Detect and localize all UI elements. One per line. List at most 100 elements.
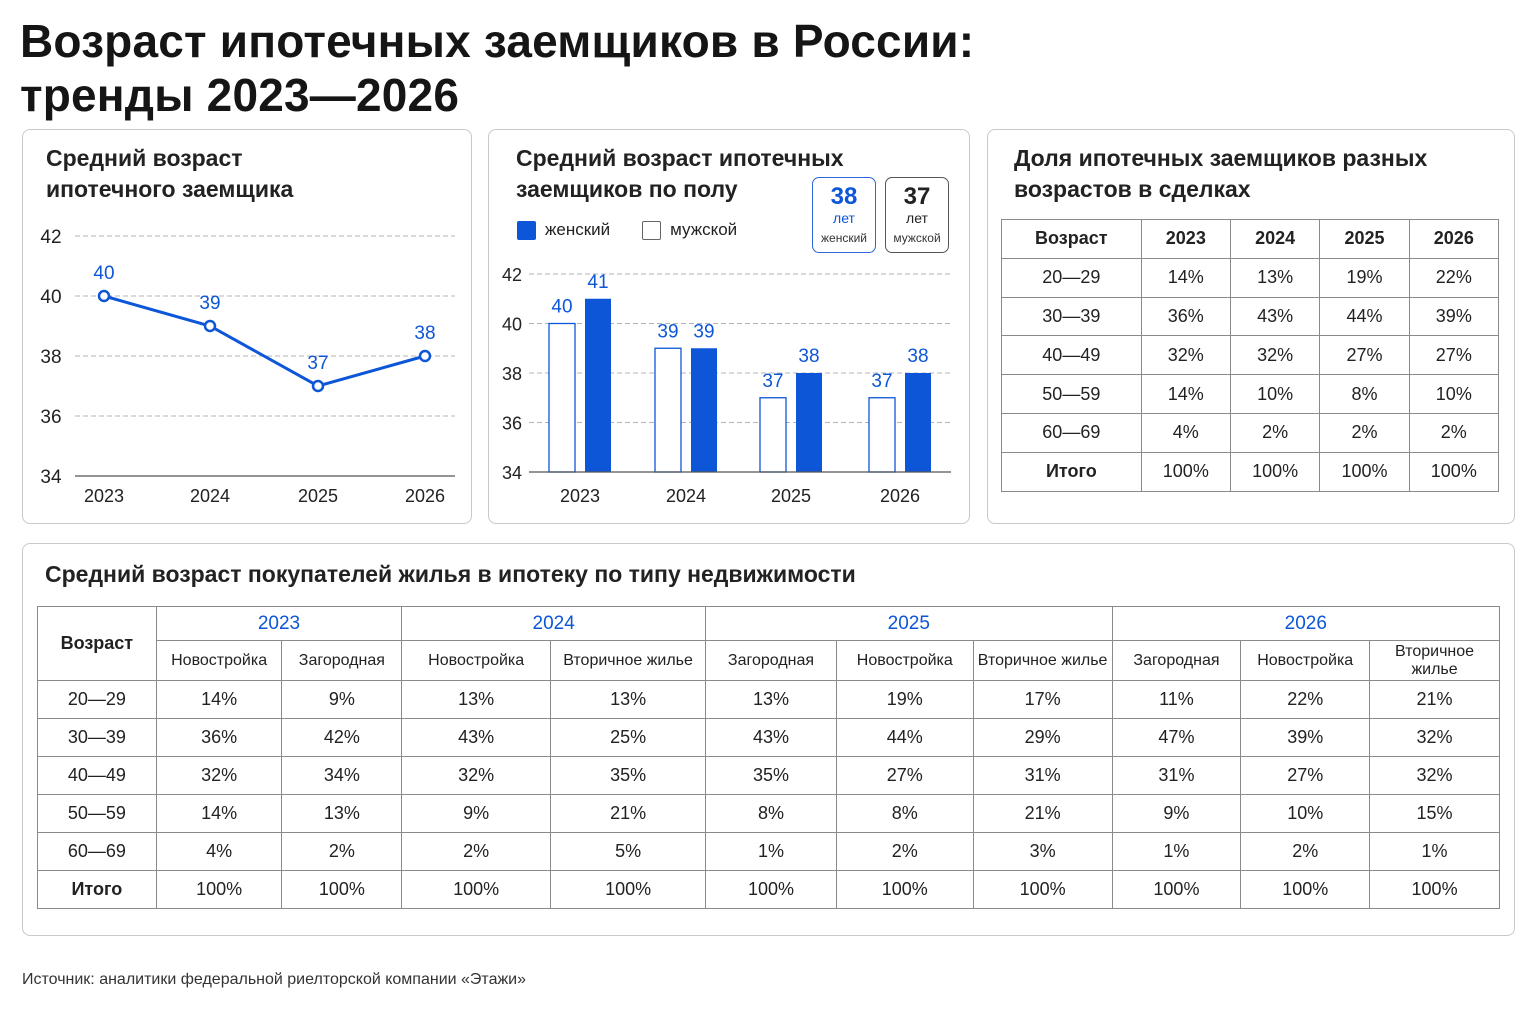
age-share-row-label: 60—69 — [1001, 412, 1142, 453]
age-share-cell: 13% — [1229, 257, 1321, 298]
property-cell: 22% — [1240, 680, 1371, 719]
property-cell: 3% — [972, 832, 1113, 871]
gender-bar-title-line2: заемщиков по полу — [516, 176, 738, 202]
property-cell: 13% — [705, 680, 837, 719]
property-year-row: Возраст 2023 2024 2025 2026 — [37, 606, 1501, 681]
bar-female — [796, 373, 822, 472]
age-share-row-label: 40—49 — [1001, 335, 1142, 376]
badge-female: 38 лет женский — [812, 177, 876, 253]
age-share-cell: 27% — [1319, 335, 1410, 376]
legend-male-label: мужской — [670, 220, 738, 239]
badge-male-value: 37 — [903, 183, 931, 210]
property-subheader: Новостройка — [401, 640, 552, 681]
property-cell: 19% — [835, 680, 974, 719]
badge-male-unit: лет — [906, 210, 928, 226]
line-xtick-label: 2025 — [298, 486, 338, 506]
gender-bar-card: Средний возраст ипотечных заемщиков по п… — [488, 129, 970, 524]
property-subheader: Вторичное жилье — [1369, 640, 1500, 681]
age-share-title-line1: Доля ипотечных заемщиков разных — [1014, 145, 1428, 171]
avg-age-line-card: Средний возраст ипотечного заемщика 34 36… — [22, 129, 472, 524]
age-share-row: 60—69 4% 2% 2% 2% — [1001, 412, 1500, 453]
property-cell: 1% — [705, 832, 837, 871]
age-share-title-line2: возрастов в сделках — [1014, 176, 1251, 202]
gender-bar-title-line1: Средний возраст ипотечных — [516, 145, 844, 171]
property-cell: 29% — [972, 718, 1113, 757]
line-data-label: 38 — [414, 323, 435, 344]
avg-age-line-title: Средний возраст ипотечного заемщика — [46, 143, 293, 205]
property-row-label: 30—39 — [37, 718, 157, 757]
age-share-table: Возраст 2023 2024 2025 2026 20—29 14% 13% 19% 22… — [1001, 219, 1500, 492]
property-row-label: 40—49 — [37, 756, 157, 795]
bar-male — [868, 397, 896, 473]
property-cell: 13% — [281, 794, 403, 833]
bar-male — [759, 397, 787, 473]
age-share-header-year: 2026 — [1408, 219, 1500, 259]
line-data-label: 39 — [199, 293, 220, 314]
bar-ytick-label: 40 — [502, 315, 522, 335]
line-xtick-label: 2024 — [190, 486, 230, 506]
avg-age-line-title-line2: ипотечного заемщика — [46, 176, 294, 202]
property-row: 50—59 14% 13% 9% 21% 8% 8% 21% 9% 10% 15% — [37, 794, 1500, 833]
bar-male — [654, 347, 682, 473]
line-ytick-label: 34 — [40, 467, 62, 488]
property-cell: 17% — [972, 680, 1113, 719]
legend-female-swatch — [517, 220, 536, 240]
age-share-cell: 19% — [1319, 257, 1410, 298]
property-row-label: 50—59 — [37, 794, 157, 833]
property-cell: 21% — [550, 794, 707, 833]
property-row: 30—39 36% 42% 43% 25% 43% 44% 29% 47% 39% 32% — [37, 718, 1500, 757]
property-cell: 13% — [550, 680, 707, 719]
property-cell: 1% — [1369, 832, 1500, 871]
property-cell: 9% — [401, 794, 552, 833]
bar-ytick-label: 34 — [502, 463, 522, 483]
property-type-table: Возраст 2023 2024 2025 2026 Новостройка Загор… — [37, 606, 1501, 909]
age-share-row-label: 50—59 — [1001, 374, 1142, 414]
property-cell: 10% — [1240, 794, 1371, 833]
legend-female: женский — [517, 220, 610, 240]
property-cell: 31% — [972, 756, 1113, 795]
line-series — [103, 294, 426, 388]
bar-xtick-label: 2026 — [880, 486, 920, 506]
property-row-label: Итого — [37, 870, 157, 909]
property-cell: 100% — [1369, 870, 1500, 909]
property-cell: 43% — [705, 718, 837, 757]
age-share-cell: 100% — [1229, 451, 1321, 492]
property-cell: 100% — [155, 870, 283, 909]
line-ytick-label: 36 — [40, 407, 61, 428]
line-data-label: 40 — [93, 263, 114, 284]
bar-male-label: 40 — [551, 297, 572, 318]
property-cell: 42% — [281, 718, 403, 757]
property-type-card: Средний возраст покупателей жилья в ипот… — [22, 543, 1515, 936]
age-share-cell: 100% — [1408, 451, 1500, 492]
page-title-line2: тренды 2023—2026 — [20, 69, 460, 121]
property-cell: 31% — [1111, 756, 1242, 795]
property-cell: 39% — [1240, 718, 1371, 757]
property-cell: 13% — [401, 680, 552, 719]
property-cell: 100% — [835, 870, 974, 909]
property-row-label: 60—69 — [37, 832, 157, 871]
age-share-cell: 22% — [1408, 257, 1500, 298]
property-cell: 9% — [281, 680, 403, 719]
badge-female-label: женский — [821, 231, 867, 245]
age-share-row: 50—59 14% 10% 8% 10% — [1001, 374, 1500, 414]
source-note: Источник: аналитики федеральной риелторс… — [22, 971, 527, 988]
bar-ytick-label: 36 — [502, 414, 522, 434]
bar-ytick-label: 42 — [502, 265, 522, 285]
bar-xtick-label: 2024 — [666, 486, 706, 506]
bar-male-label: 37 — [762, 371, 783, 392]
age-share-cell: 39% — [1408, 296, 1500, 337]
line-point — [203, 319, 217, 333]
age-share-cell: 14% — [1140, 257, 1231, 298]
age-share-header-row: Возраст 2023 2024 2025 2026 — [1001, 219, 1500, 259]
legend-female-label: женский — [545, 220, 611, 239]
property-cell: 32% — [1369, 718, 1500, 757]
bar-female — [585, 298, 611, 472]
property-subheader: Загородная — [281, 640, 403, 681]
property-header-year: 2026 — [1111, 606, 1501, 641]
property-header-year: 2024 — [401, 606, 707, 641]
bar-ytick-label: 38 — [502, 364, 522, 384]
line-point — [97, 289, 111, 303]
age-share-row-label: Итого — [1001, 451, 1142, 492]
property-subheader: Вторичное жилье — [550, 640, 707, 681]
property-cell: 32% — [1369, 756, 1500, 795]
